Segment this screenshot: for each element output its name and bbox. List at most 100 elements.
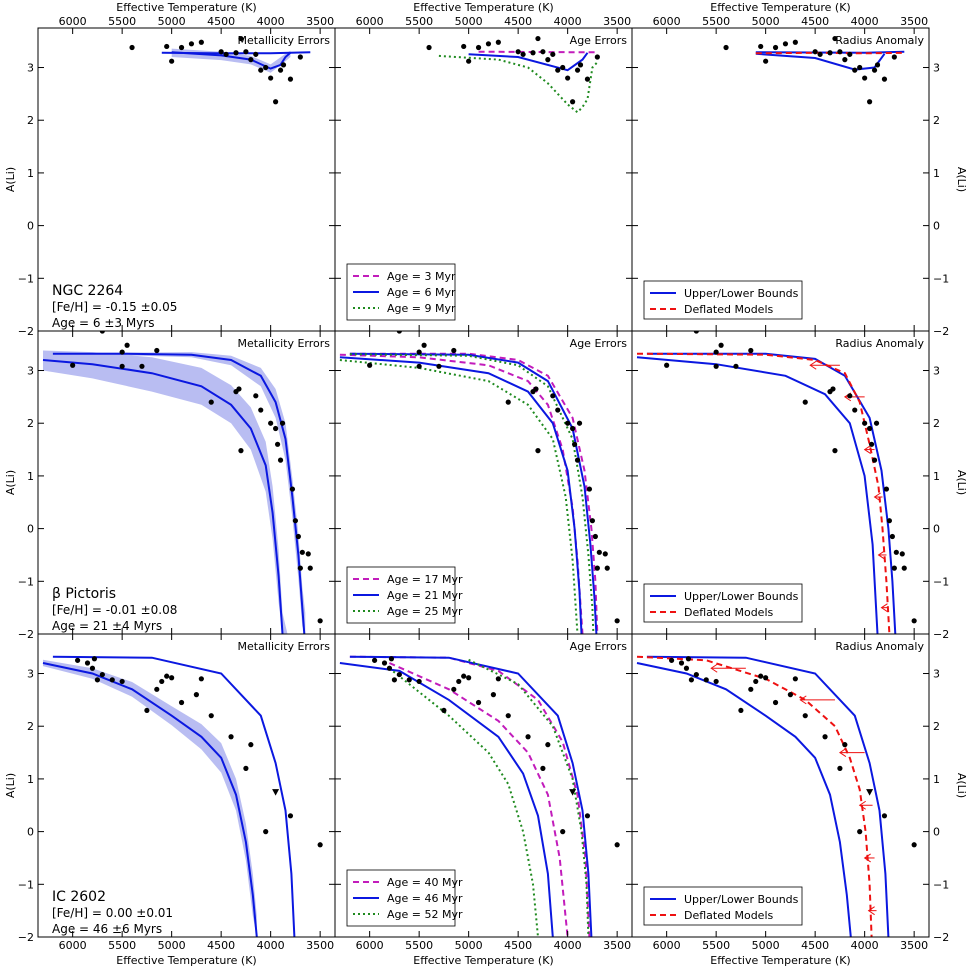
lithium-data-point <box>874 62 881 68</box>
top-x-tick-label: 6000 <box>653 15 681 28</box>
lithium-data-point <box>901 565 907 571</box>
lithium-data-point <box>862 420 868 426</box>
lithium-data-point <box>451 686 457 692</box>
lithium-data-point <box>466 58 472 64</box>
lithium-data-point <box>867 99 873 105</box>
lithium-data-point <box>490 692 496 698</box>
lithium-data-point <box>555 67 561 73</box>
lithium-data-point <box>847 393 853 399</box>
lithium-data-point <box>274 441 281 447</box>
model-line-upper <box>52 352 306 634</box>
lithium-data-point <box>475 44 482 51</box>
lithium-data-point <box>713 363 719 369</box>
lithium-data-point <box>787 692 794 698</box>
lithium-data-point <box>812 49 818 55</box>
top-x-tick-label: 4500 <box>504 15 532 28</box>
upper-limit-point <box>272 789 280 796</box>
top-x-tick-label: 5500 <box>702 15 730 28</box>
lithium-data-point <box>461 43 467 50</box>
radius-shift-arrowhead <box>863 853 871 863</box>
lithium-data-point <box>713 678 719 685</box>
legend-entry: Upper/Lower Bounds <box>684 590 799 603</box>
lithium-data-point <box>693 331 699 334</box>
lithium-data-point <box>584 813 591 819</box>
lithium-data-point <box>782 41 789 47</box>
age-mid-line <box>468 52 589 72</box>
panel-title: Radius Anomaly <box>835 337 924 350</box>
lithium-data-point <box>596 549 602 555</box>
lithium-data-point <box>495 676 501 682</box>
radius-shift-arrowhead <box>799 695 807 705</box>
left-y-tick-label: 3 <box>27 62 34 75</box>
cluster-metallicity: [Fe/H] = 0.00 ±0.01 <box>52 906 173 920</box>
lithium-data-point <box>535 448 541 454</box>
lithium-data-point <box>669 657 675 663</box>
panel-plot-area-0-2 <box>723 35 905 105</box>
lithium-data-point <box>307 565 313 571</box>
lithium-data-point <box>292 518 298 524</box>
bound-upper-line <box>646 655 890 937</box>
y-axis-label-left: A(Li) <box>4 773 17 798</box>
lithium-data-point <box>372 657 378 663</box>
legend-entry: Age = 46 Myr <box>387 892 463 905</box>
bound-upper-line <box>646 352 897 634</box>
panel-title: Age Errors <box>570 640 628 653</box>
lithium-data-point <box>178 44 185 51</box>
lithium-data-point <box>688 677 695 683</box>
upper-limit-point <box>569 789 577 796</box>
legend-entry: Age = 21 Myr <box>387 589 463 602</box>
lithium-data-point <box>753 678 759 685</box>
lithium-data-point <box>164 673 170 679</box>
panel-plot-area-0-0 <box>129 35 311 105</box>
bottom-x-tick-label: 5000 <box>752 939 780 952</box>
panel-title: Radius Anomaly <box>835 34 924 47</box>
lithium-data-point <box>883 486 890 492</box>
age-mid-line <box>349 655 593 937</box>
left-y-tick-label: 0 <box>27 220 34 233</box>
lithium-data-point <box>317 618 323 624</box>
lithium-data-point <box>416 678 422 685</box>
lithium-data-point <box>592 533 598 540</box>
lithium-data-point <box>451 347 457 354</box>
radius-shift-arrowhead <box>863 445 871 454</box>
lithium-data-point <box>218 49 224 55</box>
left-y-tick-label: 0 <box>27 523 34 536</box>
legend-entry: Age = 52 Myr <box>387 908 463 921</box>
age-mid-line <box>339 662 554 937</box>
bottom-x-tick-label: 4500 <box>207 939 235 952</box>
bottom-x-tick-label: 4000 <box>257 939 285 952</box>
top-x-tick-label: 6000 <box>59 15 87 28</box>
radius-legend-box <box>643 280 803 320</box>
bottom-x-axis-label: Effective Temperature (K) <box>413 954 553 967</box>
lithium-data-point <box>594 565 600 571</box>
legend-entry: Age = 9 Myr <box>387 302 456 315</box>
age-old-line <box>349 353 595 634</box>
lithium-data-point <box>124 342 130 348</box>
lithium-data-point <box>317 842 323 848</box>
cluster-metallicity: [Fe/H] = -0.15 ±0.05 <box>52 300 177 314</box>
lithium-data-point <box>129 44 135 51</box>
lithium-data-point <box>837 49 843 55</box>
y-axis-label-right: A(Li) <box>955 773 968 798</box>
lithium-data-point <box>899 551 905 557</box>
lithium-data-point <box>837 765 843 771</box>
lithium-data-point <box>889 533 895 540</box>
left-y-tick-label: 0 <box>27 826 34 839</box>
lithium-data-point <box>540 49 546 55</box>
lithium-data-point <box>817 51 823 57</box>
legend-entry: Upper/Lower Bounds <box>684 893 799 906</box>
upper-limit-point <box>866 789 874 796</box>
lithium-data-point <box>208 399 214 405</box>
lithium-data-point <box>693 671 699 678</box>
lithium-data-point <box>857 64 863 71</box>
lithium-data-point <box>713 349 719 355</box>
lithium-data-point <box>550 51 556 57</box>
top-x-tick-label: 4000 <box>257 15 285 28</box>
lithium-data-point <box>70 362 76 368</box>
lithium-data-point <box>367 362 373 368</box>
cluster-age: Age = 21 ±4 Myrs <box>52 619 162 633</box>
top-x-axis-label: Effective Temperature (K) <box>710 1 850 14</box>
lithium-data-point <box>830 386 836 392</box>
lithium-data-point <box>802 713 808 719</box>
top-x-axis-label: Effective Temperature (K) <box>116 1 256 14</box>
